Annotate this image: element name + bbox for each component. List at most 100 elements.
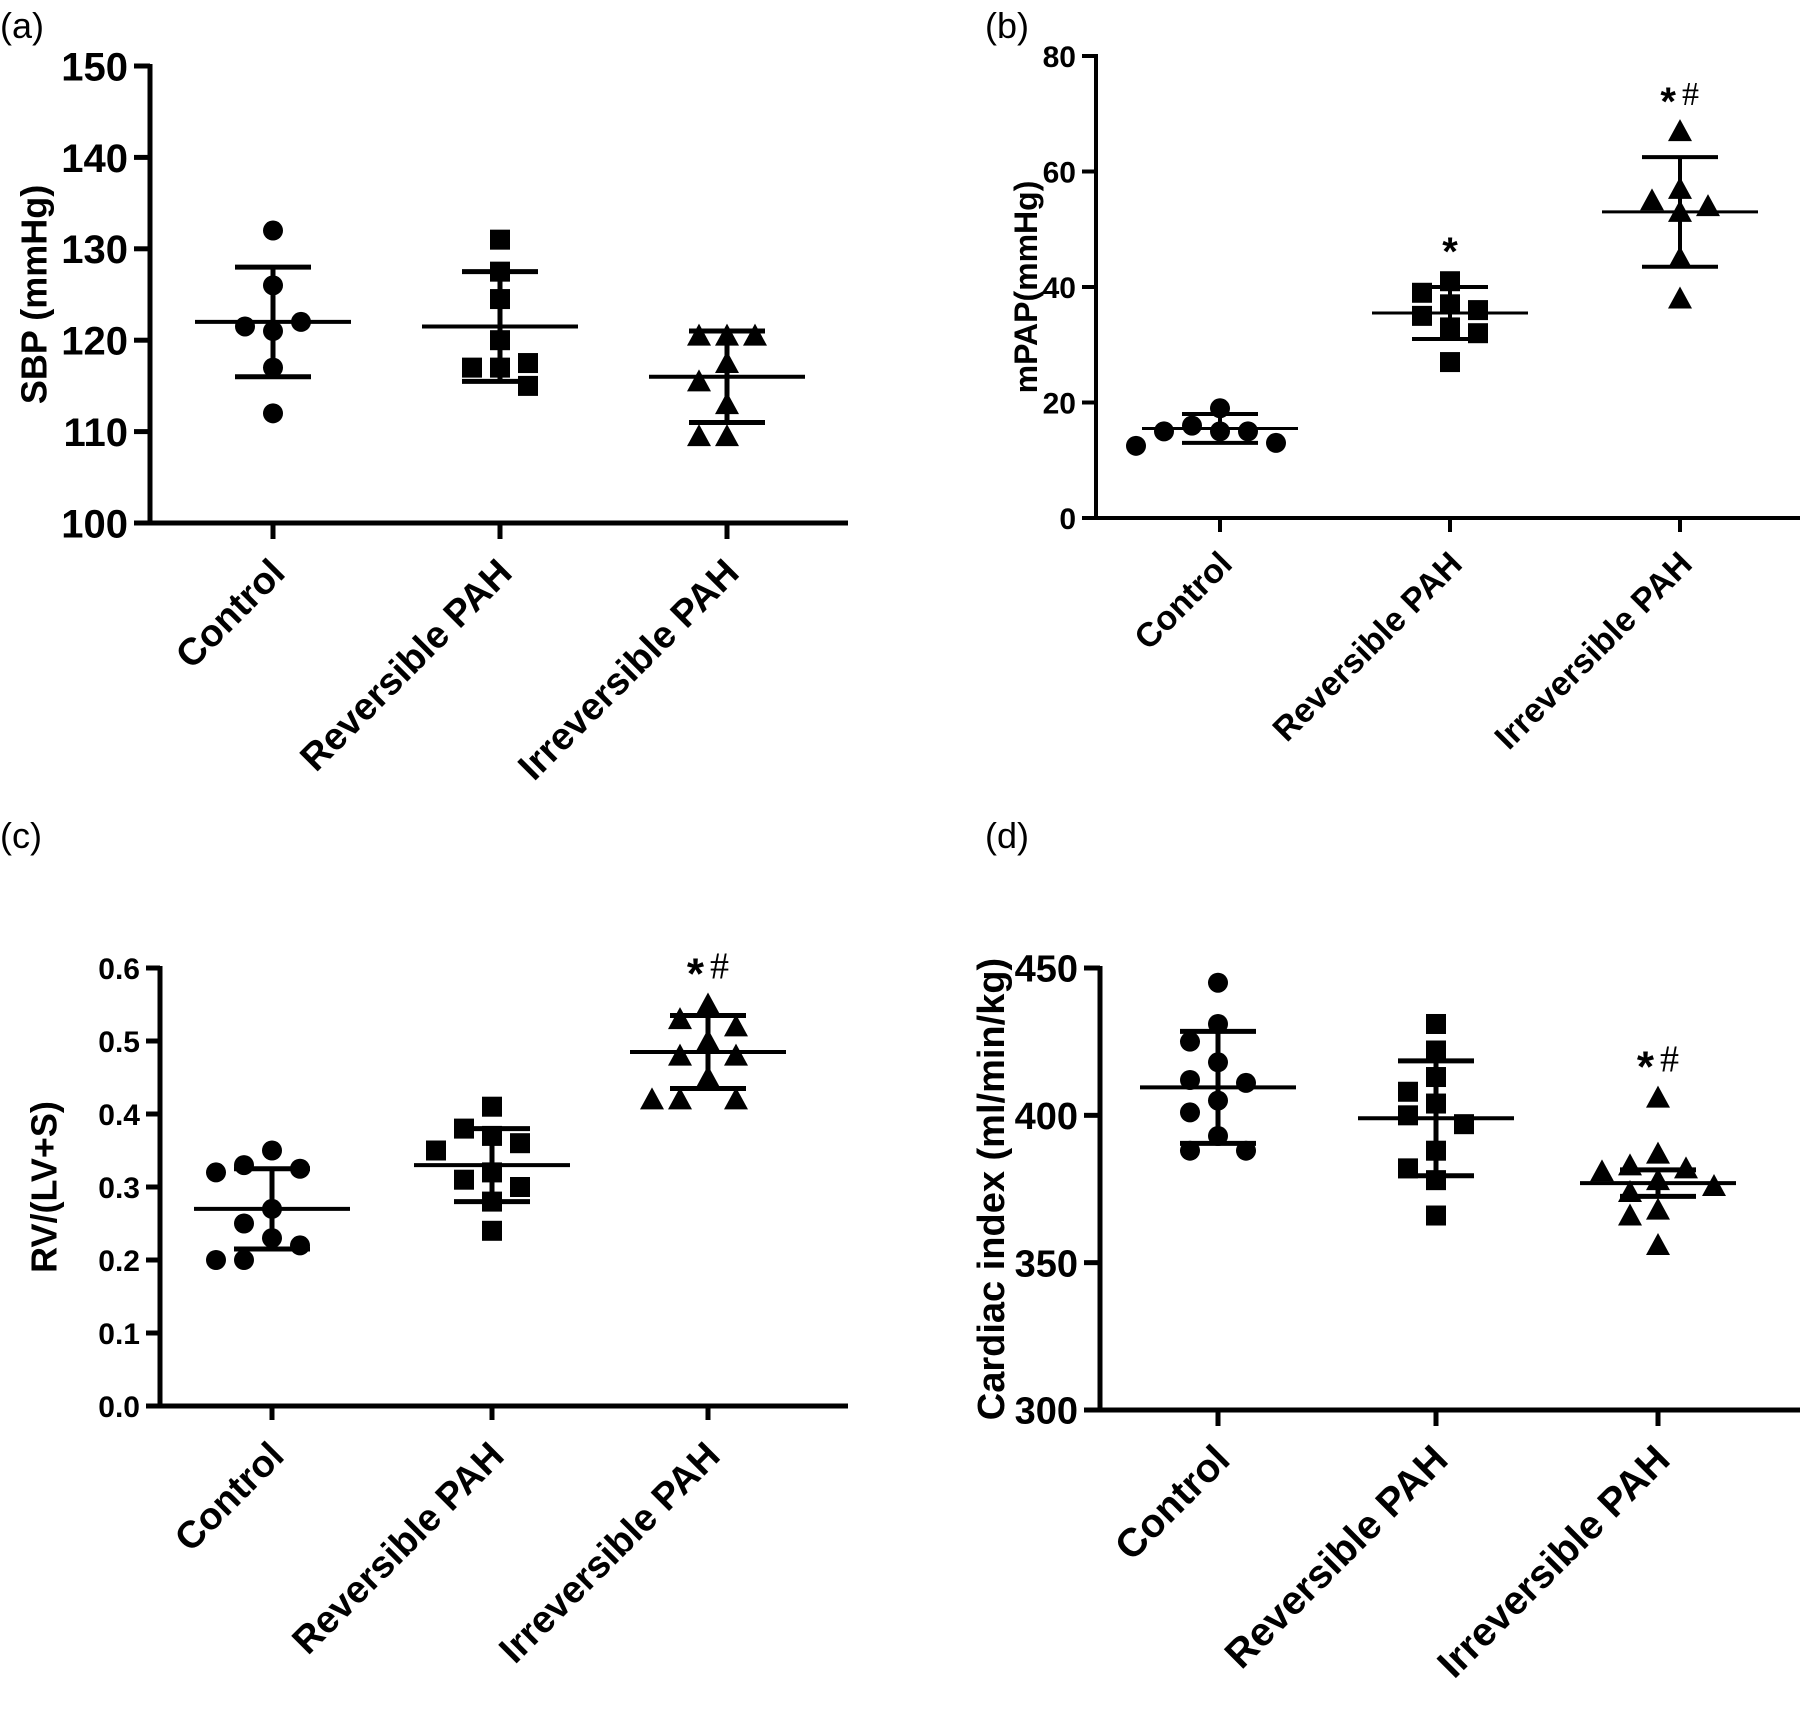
data-point xyxy=(1238,421,1258,442)
data-point xyxy=(1398,1081,1418,1102)
data-point xyxy=(687,323,711,346)
data-point xyxy=(1426,1040,1446,1061)
data-point xyxy=(668,1007,692,1030)
y-tick-label: 120 xyxy=(61,320,128,364)
y-tick-label: 0.3 xyxy=(98,1172,140,1205)
data-point xyxy=(1668,286,1692,309)
x-category-label: Irreversible PAH xyxy=(511,552,748,789)
data-point xyxy=(206,1250,226,1270)
data-point xyxy=(510,1133,530,1154)
series-reversible-pah xyxy=(1372,271,1528,373)
panel-label: (b) xyxy=(985,5,1029,46)
data-point xyxy=(1180,1102,1200,1123)
y-tick-label: 40 xyxy=(1043,272,1076,305)
series-control xyxy=(195,220,351,424)
data-point xyxy=(1182,415,1202,436)
data-point xyxy=(1426,1013,1446,1034)
significance-star: * xyxy=(1637,1043,1655,1092)
data-point xyxy=(1426,1205,1446,1226)
x-category-label: Control xyxy=(1127,545,1239,657)
y-tick-label: 20 xyxy=(1043,387,1076,420)
data-point xyxy=(696,992,720,1015)
data-point xyxy=(290,1235,310,1256)
data-point xyxy=(262,1140,282,1161)
y-tick-label: 0.1 xyxy=(98,1318,140,1351)
data-point xyxy=(1398,1105,1418,1126)
data-point xyxy=(1590,1159,1614,1182)
y-tick-label: 0.5 xyxy=(98,1026,140,1059)
data-point xyxy=(668,1087,692,1110)
chart-panel-a: (a) 100 110 120 130 140 150 SBP (mmHg) Control Re… xyxy=(0,5,848,788)
data-point xyxy=(1154,421,1174,442)
data-point xyxy=(234,1155,254,1176)
y-tick-label: 350 xyxy=(1015,1243,1078,1285)
significance-hash: # xyxy=(710,946,729,988)
y-tick-label: 150 xyxy=(61,45,128,89)
data-point xyxy=(518,353,538,374)
x-category-label: Reversible PAH xyxy=(1217,1437,1457,1677)
data-point xyxy=(482,1096,502,1117)
y-axis-label: Cardiac index (ml/min/kg) xyxy=(971,958,1013,1420)
series-irreversible-pah xyxy=(630,992,786,1110)
data-point xyxy=(482,1220,502,1241)
series-irreversible-pah xyxy=(1580,1085,1736,1255)
data-point xyxy=(1646,1141,1670,1164)
data-point xyxy=(263,403,283,424)
data-point xyxy=(1640,188,1664,211)
data-point xyxy=(1668,119,1692,142)
data-point xyxy=(724,1014,748,1037)
data-point xyxy=(724,1043,748,1066)
data-point xyxy=(490,229,510,250)
y-tick-label: 300 xyxy=(1015,1391,1078,1433)
data-point xyxy=(1126,435,1146,456)
significance-star: * xyxy=(687,950,705,999)
series-irreversible-pah xyxy=(1602,119,1758,309)
y-tick-label: 400 xyxy=(1015,1096,1078,1138)
data-point xyxy=(206,1162,226,1183)
data-point xyxy=(1180,1031,1200,1052)
data-point xyxy=(715,424,739,447)
y-tick-label: 130 xyxy=(61,228,128,272)
significance-hash: # xyxy=(1660,1039,1679,1081)
x-category-label: Irreversible PAH xyxy=(1487,545,1699,757)
y-tick-label: 450 xyxy=(1015,949,1078,991)
data-point xyxy=(263,220,283,241)
panel-label: (c) xyxy=(0,815,42,856)
data-point xyxy=(234,1213,254,1234)
panel-label: (d) xyxy=(985,815,1029,856)
y-tick-label: 60 xyxy=(1043,156,1076,189)
data-point xyxy=(462,357,482,378)
y-axis-label: mPAP(mmHg) xyxy=(1008,181,1044,394)
panel-label: (a) xyxy=(0,5,44,46)
x-category-label: Reversible PAH xyxy=(285,1435,513,1663)
x-category-label: Reversible PAH xyxy=(1266,545,1470,749)
significance-hash: # xyxy=(1682,76,1699,113)
x-category-label: Irreversible PAH xyxy=(492,1435,729,1672)
data-point xyxy=(640,1087,664,1110)
series-reversible-pah xyxy=(422,229,578,396)
data-point xyxy=(1236,1072,1256,1093)
data-point xyxy=(687,424,711,447)
significance-star: * xyxy=(1442,230,1458,274)
y-axis-label: RV/(LV+S) xyxy=(24,1101,65,1273)
data-point xyxy=(1412,305,1432,326)
data-point xyxy=(426,1140,446,1161)
data-point xyxy=(1180,1069,1200,1090)
data-point xyxy=(1646,1197,1670,1220)
series-reversible-pah xyxy=(414,1096,570,1241)
data-point xyxy=(1266,432,1286,453)
x-category-label: Control xyxy=(168,552,293,677)
data-point xyxy=(687,369,711,392)
y-axis-label: SBP (mmHg) xyxy=(14,185,55,404)
chart-panel-b: (b) 0 20 40 60 80 mPAP(mmHg) Control Reversible … xyxy=(985,5,1800,757)
x-category-label: Control xyxy=(167,1435,292,1560)
series-irreversible-pah xyxy=(649,323,805,447)
data-point xyxy=(724,1087,748,1110)
y-tick-label: 0.6 xyxy=(98,953,140,986)
data-point xyxy=(743,323,767,346)
y-tick-label: 0 xyxy=(1059,503,1076,536)
series-reversible-pah xyxy=(1358,1013,1514,1226)
data-point xyxy=(668,1043,692,1066)
y-tick-label: 110 xyxy=(63,411,128,455)
